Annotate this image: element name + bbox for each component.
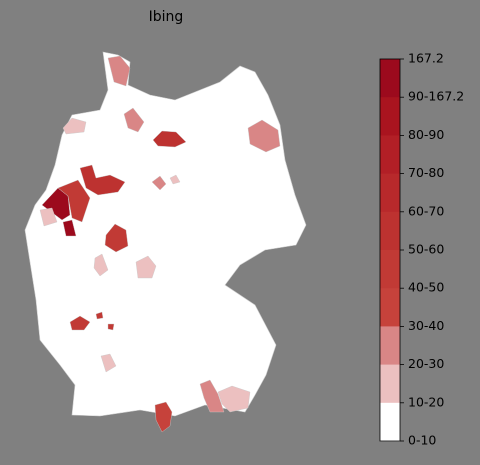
region [152,130,187,148]
colorbar-segment [380,135,400,175]
colorbar-segment [380,59,400,98]
country-outline [24,51,307,417]
colorbar-segment [380,173,400,213]
colorbar: 167.2 90-167.2 80-90 70-80 60-70 50-60 40-50 30… [379,51,464,448]
colorbar-label: 60-70 [408,203,444,218]
region [169,174,181,185]
region [154,401,173,433]
region [217,385,251,413]
colorbar-segment [380,97,400,136]
region [95,311,104,320]
map-title: Ibing [149,9,184,25]
colorbar-label: 70-80 [408,165,444,180]
region [107,55,131,87]
region [69,315,91,331]
colorbar-segment [380,288,400,327]
region [107,323,115,331]
colorbar-label: 20-30 [408,356,444,371]
region [39,207,58,227]
region [100,353,117,373]
region [199,379,225,413]
colorbar-segment [380,364,400,404]
colorbar-label: 30-40 [408,318,444,333]
colorbar-label: 0-10 [408,433,436,448]
region [151,175,167,191]
colorbar-label: 167.2 [408,51,444,66]
colorbar-label: 40-50 [408,280,444,295]
colorbar-label: 50-60 [408,242,444,257]
region [41,187,71,221]
region [79,164,126,196]
region [93,253,109,277]
colorbar-label: 80-90 [408,127,444,142]
region [57,179,91,223]
colorbar-segment [380,211,400,251]
colorbar-label: 10-20 [408,394,444,409]
colorbar-segment [380,326,400,366]
colorbar-label: 90-167.2 [408,89,464,104]
region [62,219,77,237]
colorbar-segment [380,250,400,289]
region [104,223,129,253]
region [123,107,145,133]
region [62,117,87,135]
germany-map [24,51,307,433]
region [135,255,157,279]
region [247,119,281,153]
colorbar-segment [380,402,400,442]
